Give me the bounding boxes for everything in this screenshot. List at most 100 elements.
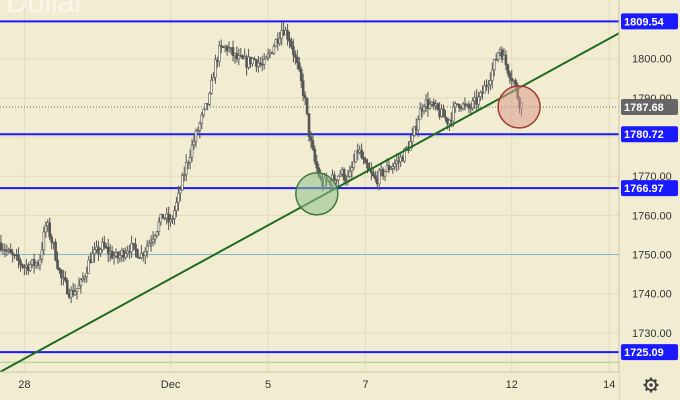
candle-body (383, 171, 387, 177)
candle-body (360, 149, 363, 158)
candle-body (251, 58, 254, 65)
candle-body (428, 103, 432, 109)
candle-body (479, 91, 482, 98)
candle-body (163, 217, 167, 220)
candle-body (153, 235, 157, 240)
candle-body (294, 54, 297, 58)
candle-body (83, 276, 87, 279)
candle-body (510, 77, 514, 81)
candle-body (350, 167, 354, 172)
candle-body (372, 172, 375, 176)
candle-body (315, 161, 319, 169)
candle-body (342, 169, 346, 181)
candle-body (504, 54, 508, 65)
candle-body (496, 52, 500, 60)
candle-body (21, 264, 24, 267)
candle-body (338, 173, 342, 177)
candle-body (237, 55, 241, 60)
candle-body (60, 269, 63, 279)
time-axis[interactable]: 28 Dec 5 7 12 14 (0, 371, 619, 400)
candle-body (448, 119, 451, 125)
price-tick-label: 1750.00 (632, 250, 672, 262)
candle-body (210, 79, 213, 94)
candle-body (198, 122, 202, 131)
candle-body (362, 157, 365, 160)
candle-body (272, 46, 276, 54)
candle-body (418, 108, 422, 121)
candle-body (387, 165, 391, 171)
time-tick-label: Dec (161, 379, 181, 391)
candle-body (79, 279, 83, 286)
candle-body (262, 58, 266, 65)
candle-body (264, 56, 268, 60)
candle-body (180, 175, 184, 191)
candle-body (227, 48, 231, 51)
candle-body (278, 38, 282, 44)
candle-body (348, 170, 352, 177)
candle-body (307, 113, 311, 138)
candle-body (453, 103, 457, 108)
candle-body (444, 116, 447, 119)
candle-body (44, 225, 48, 233)
candle-body (483, 85, 486, 94)
candle-body (184, 162, 188, 175)
candle-body (506, 64, 510, 74)
candle-body (110, 251, 114, 259)
candles (0, 21, 523, 304)
candle-body (167, 213, 170, 223)
candle-body (352, 161, 356, 169)
candle-body (303, 95, 307, 99)
candle-body (173, 210, 176, 220)
candle-body (177, 192, 180, 203)
candle-body (169, 219, 172, 223)
candle-body (157, 221, 161, 232)
candle-body (48, 222, 52, 238)
candle-body (416, 119, 420, 131)
candle-body (296, 56, 299, 64)
time-tick-label: 7 (362, 379, 368, 391)
candle-body (179, 189, 182, 194)
price-tag (621, 344, 678, 361)
candle-body (99, 249, 102, 254)
time-axis-background (0, 372, 619, 400)
candle-body (477, 96, 480, 105)
candle-body (145, 245, 149, 252)
settings-gear-icon[interactable] (643, 377, 659, 393)
candle-body (171, 218, 174, 221)
candle-body (151, 238, 155, 243)
candle-body (258, 62, 262, 65)
candle-body (175, 202, 178, 212)
candle-body (28, 264, 32, 271)
time-tick-label: 12 (506, 379, 518, 391)
candle-body (38, 258, 42, 266)
candle-body (212, 77, 215, 81)
candle-body (311, 140, 315, 150)
chart-watermark: Dollar (6, 0, 84, 19)
candle-body (469, 107, 473, 110)
candle-body (65, 279, 69, 295)
candle-body (253, 58, 256, 61)
candle-body (305, 97, 309, 114)
candle-body (32, 259, 36, 266)
candle-body (422, 106, 426, 112)
candle-body (366, 162, 369, 169)
price-tag (621, 13, 678, 30)
overlays (0, 32, 620, 373)
candle-body (134, 243, 137, 250)
candle-body (309, 136, 313, 141)
candle-body (54, 241, 57, 261)
price-axis[interactable]: 1730.001740.001750.001760.001770.001780.… (618, 0, 680, 400)
candle-body (194, 130, 198, 142)
price-tag-label: 1780.72 (624, 129, 664, 141)
highlight-circle (497, 85, 541, 129)
candle-body (377, 170, 381, 185)
candle-body (292, 46, 295, 56)
price-tag-label: 1725.09 (624, 347, 664, 359)
price-tag (621, 98, 678, 115)
candle-body (149, 241, 153, 244)
candle-body (124, 253, 128, 258)
candle-body (257, 62, 260, 67)
price-tick-label: 1800.00 (632, 54, 672, 66)
candle-body (143, 250, 147, 256)
